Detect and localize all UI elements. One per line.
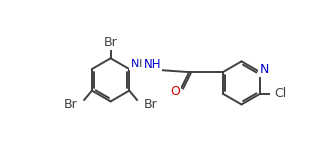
Text: H: H [133,59,142,69]
Text: Br: Br [104,36,118,49]
Text: Br: Br [64,98,77,111]
Text: NH: NH [143,58,161,71]
Text: Br: Br [144,98,158,111]
Text: N: N [259,63,269,76]
Text: O: O [170,85,180,98]
Text: Cl: Cl [274,87,286,100]
Text: N: N [130,59,139,69]
